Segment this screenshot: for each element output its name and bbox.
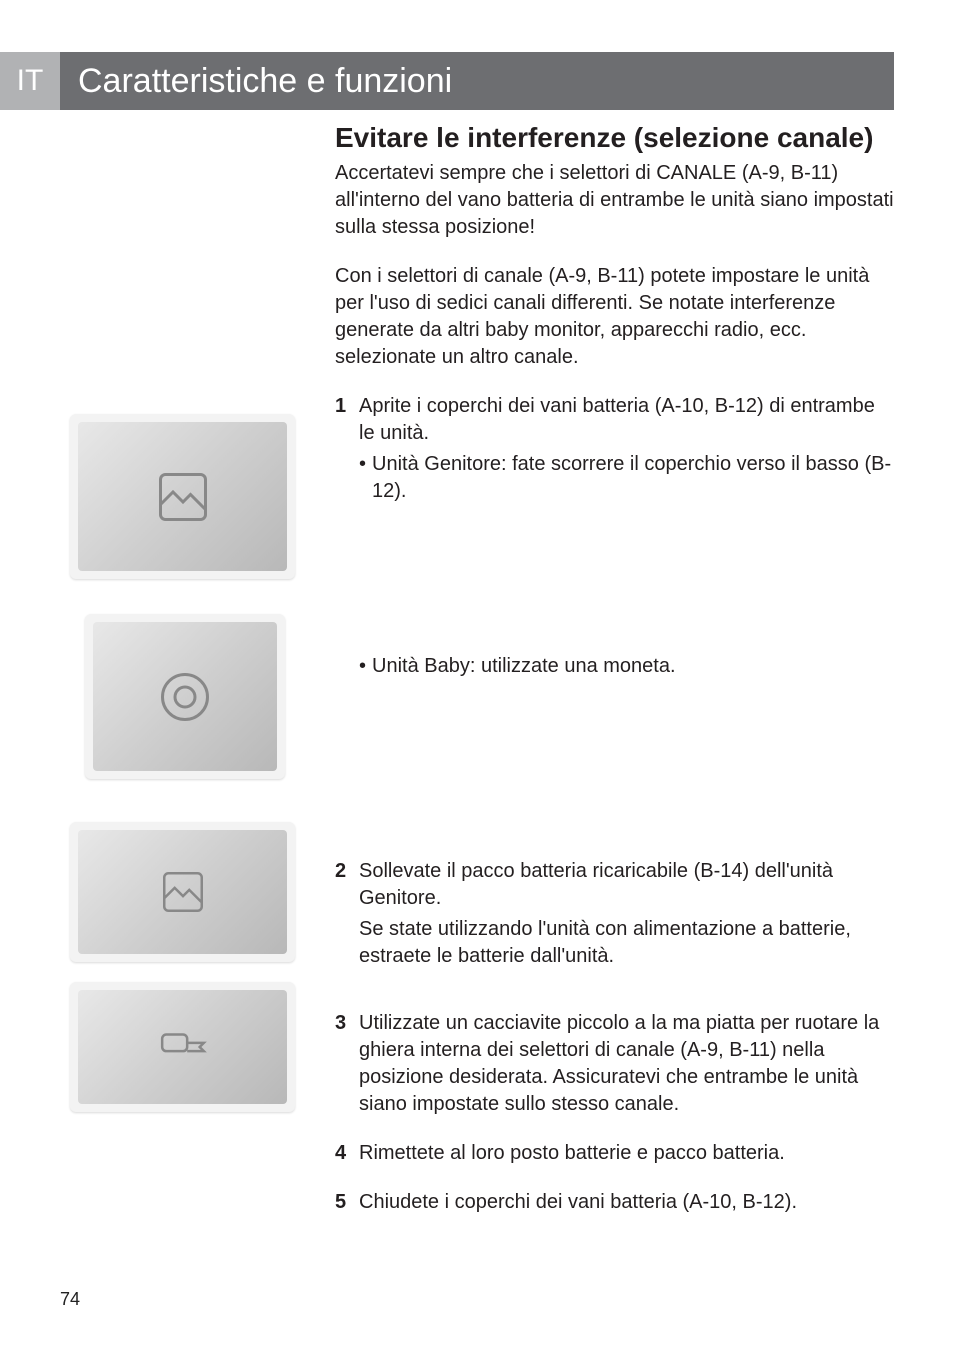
step-number: 2 xyxy=(335,858,353,912)
manual-page: IT Caratteristiche e funzioni Evitare le… xyxy=(0,0,954,1350)
bullet-dot-icon: • xyxy=(359,451,366,505)
illustration-placeholder-icon xyxy=(78,422,287,571)
bullet-dot-icon: • xyxy=(359,653,366,680)
step-2-subtext: Se state utilizzando l'unità con aliment… xyxy=(359,916,894,970)
step-1-bullet-1: • Unità Genitore: fate scorrere il coper… xyxy=(359,451,894,505)
spacer xyxy=(335,505,894,653)
illustration-placeholder-icon xyxy=(93,622,277,771)
step-1-bullet-2: • Unità Baby: utilizzate una moneta. xyxy=(359,653,894,680)
intro-paragraph-1: Accertatevi sempre che i selettori di CA… xyxy=(335,160,894,241)
step-text: Sollevate il pacco batteria ricaricabile… xyxy=(359,858,894,912)
spacer xyxy=(335,680,894,858)
step-number: 4 xyxy=(335,1140,353,1167)
section-title-bar: Caratteristiche e funzioni xyxy=(60,52,894,110)
page-number: 74 xyxy=(60,1289,80,1310)
section-heading: Evitare le interferenze (selezione canal… xyxy=(335,122,894,154)
step-1: 1 Aprite i coperchi dei vani batteria (A… xyxy=(335,393,894,447)
illustration-lift-battery xyxy=(70,822,295,962)
intro-paragraph-2: Con i selettori di canale (A-9, B-11) po… xyxy=(335,263,894,371)
bullet-text: Unità Genitore: fate scorrere il coperch… xyxy=(372,451,894,505)
content-column: Evitare le interferenze (selezione canal… xyxy=(335,122,894,1220)
step-number: 5 xyxy=(335,1189,353,1216)
step-2: 2 Sollevate il pacco batteria ricaricabi… xyxy=(335,858,894,912)
step-text: Rimettete al loro posto batterie e pacco… xyxy=(359,1140,894,1167)
step-number: 1 xyxy=(335,393,353,447)
step-text: Chiudete i coperchi dei vani batteria (A… xyxy=(359,1189,894,1216)
step-number: 3 xyxy=(335,1010,353,1118)
illustration-screwdriver-dial xyxy=(70,982,295,1112)
step-4: 4 Rimettete al loro posto batterie e pac… xyxy=(335,1140,894,1167)
step-text: Utilizzate un cacciavite piccolo a la ma… xyxy=(359,1010,894,1118)
step-3: 3 Utilizzate un cacciavite piccolo a la … xyxy=(335,1010,894,1118)
step-text: Aprite i coperchi dei vani batteria (A-1… xyxy=(359,393,894,447)
illustration-parent-unit-slide xyxy=(70,414,295,579)
illustration-placeholder-icon xyxy=(78,990,287,1104)
bullet-text: Unità Baby: utilizzate una moneta. xyxy=(372,653,676,680)
section-title-text: Caratteristiche e funzioni xyxy=(78,62,452,101)
illustration-baby-unit-coin xyxy=(85,614,285,779)
step-5: 5 Chiudete i coperchi dei vani batteria … xyxy=(335,1189,894,1216)
language-tab: IT xyxy=(0,52,60,110)
illustration-placeholder-icon xyxy=(78,830,287,954)
language-code: IT xyxy=(17,64,44,98)
